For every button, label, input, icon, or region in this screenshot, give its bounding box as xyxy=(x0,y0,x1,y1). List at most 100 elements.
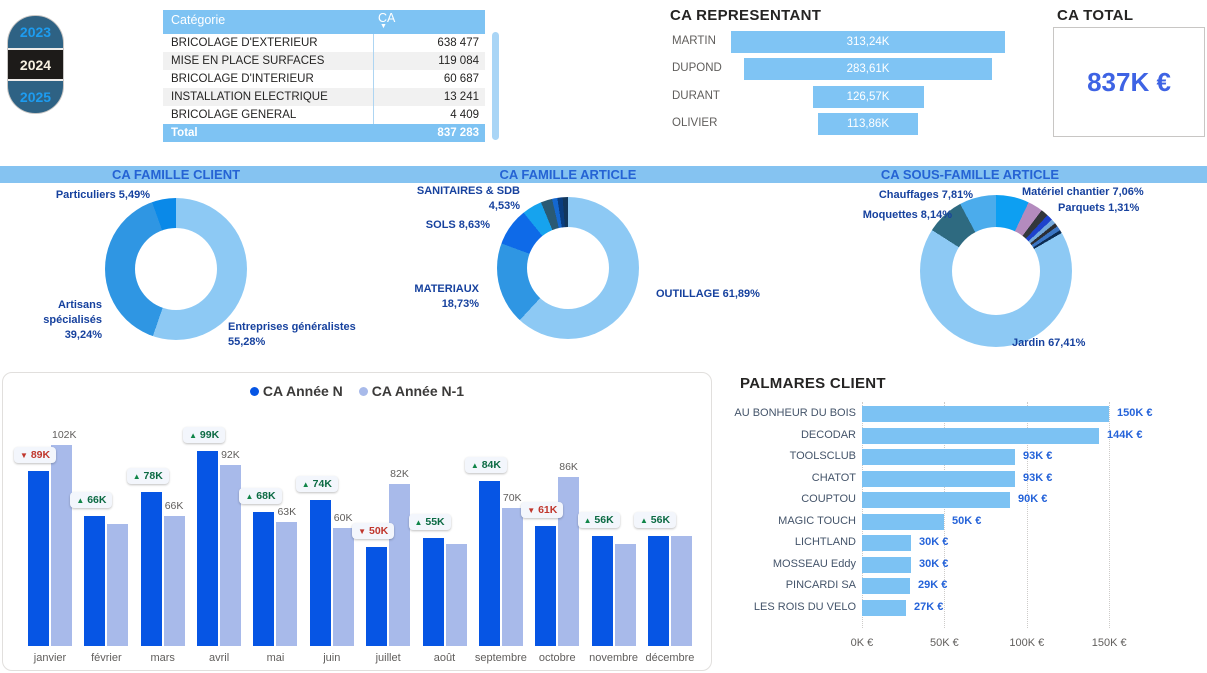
value-callout-annee-n: ▼ 89K xyxy=(14,447,57,463)
bar-annee-n1[interactable] xyxy=(614,544,636,646)
bar-annee-n[interactable] xyxy=(591,536,613,646)
bar-annee-n1[interactable] xyxy=(445,544,467,646)
bar-annee-n[interactable] xyxy=(478,481,500,646)
bar-annee-n[interactable] xyxy=(140,492,162,646)
funnel-bar[interactable]: 313,24K xyxy=(731,31,1005,53)
client-bar[interactable] xyxy=(862,492,1010,508)
trend-down-icon: ▼ xyxy=(358,527,367,536)
column-divider xyxy=(373,34,374,52)
legend-dot-annee-n1 xyxy=(358,386,368,396)
bar-annee-n1[interactable] xyxy=(670,536,692,646)
month-axis-label: mai xyxy=(266,652,285,664)
category-table-header[interactable]: Catégorie CA ▼ xyxy=(163,10,485,34)
legend-item-annee-n[interactable]: CA Année N xyxy=(249,383,343,399)
funnel-bar[interactable]: 126,57K xyxy=(812,85,924,108)
column-header-ca[interactable]: CA xyxy=(378,11,396,25)
cell-categorie: BRICOLAGE GENERAL xyxy=(171,109,297,121)
total-card-value: 837K € xyxy=(1087,66,1171,97)
table-row[interactable]: MISE EN PLACE SURFACES 119 084 xyxy=(163,52,485,70)
value-callout-annee-n: ▲ 56K xyxy=(577,512,620,528)
client-category-label: AU BONHEUR DU BOIS xyxy=(734,407,856,419)
donut-label-outillage: OUTILLAGE 61,89% xyxy=(656,288,760,300)
year-button-2023[interactable]: 2023 xyxy=(19,24,52,40)
client-bar[interactable] xyxy=(862,513,944,530)
value-label-annee-n1: 63K xyxy=(277,506,297,518)
client-category-label: MAGIC TOUCH xyxy=(778,514,856,527)
donut-famille-article[interactable] xyxy=(497,197,639,339)
cell-ca: 60 687 xyxy=(443,73,479,85)
table-row[interactable]: INSTALLATION ELECTRIQUE 13 241 xyxy=(163,88,485,106)
client-bar[interactable] xyxy=(862,406,1109,422)
bar-annee-n[interactable] xyxy=(197,451,219,646)
column-divider xyxy=(373,70,374,88)
bar-annee-n[interactable] xyxy=(309,500,331,646)
bar-annee-n1[interactable] xyxy=(51,445,72,646)
client-category-label: COUPTOU xyxy=(801,493,856,505)
client-bar[interactable] xyxy=(862,535,911,551)
x-axis-tick-label: 0K € xyxy=(850,637,874,649)
client-value-label: 93K € xyxy=(1023,471,1053,484)
client-bar[interactable] xyxy=(862,470,1015,487)
year-button-2025[interactable]: 2025 xyxy=(19,89,52,105)
client-value-label: 90K € xyxy=(1018,493,1048,505)
trend-up-icon: ▲ xyxy=(583,516,592,525)
funnel-category-label: DURANT xyxy=(672,89,720,102)
bar-annee-n1[interactable] xyxy=(276,522,298,646)
bar-annee-n1[interactable] xyxy=(389,484,411,646)
bar-annee-n[interactable] xyxy=(28,471,49,646)
bar-annee-n1[interactable] xyxy=(163,516,185,646)
bar-annee-n[interactable] xyxy=(647,536,669,646)
monthly-legend: CA Année N CA Année N-1 xyxy=(3,383,711,399)
client-value-label: 30K € xyxy=(919,557,949,570)
category-table-body: BRICOLAGE D'EXTERIEUR 638 477 MISE EN PLAC… xyxy=(163,34,485,124)
x-gridline xyxy=(944,402,946,628)
client-bar[interactable] xyxy=(862,449,1015,465)
donut-famille-client[interactable] xyxy=(105,198,247,340)
value-label-annee-n1: 86K xyxy=(559,461,578,473)
client-bar[interactable] xyxy=(862,556,911,573)
total-card-title: CA TOTAL xyxy=(1057,7,1134,24)
sort-descending-icon[interactable]: ▼ xyxy=(380,23,387,30)
legend-item-annee-n1[interactable]: CA Année N-1 xyxy=(358,383,464,399)
bar-annee-n[interactable] xyxy=(253,512,275,646)
client-bar[interactable] xyxy=(862,599,906,616)
month-axis-label: octobre xyxy=(538,652,576,664)
month-axis-label: septembre xyxy=(474,652,527,664)
funnel-bar[interactable]: 113,86K xyxy=(818,112,918,135)
year-button-2024[interactable]: 2024 xyxy=(8,48,63,81)
total-value: 837 283 xyxy=(437,127,479,139)
bar-annee-n[interactable] xyxy=(366,547,388,646)
table-scrollbar[interactable] xyxy=(492,32,499,140)
month-axis-label: novembre xyxy=(589,652,639,664)
donut-sous-famille-article[interactable] xyxy=(920,195,1072,347)
legend-label-annee-n: CA Année N xyxy=(262,383,343,399)
cell-ca: 13 241 xyxy=(443,91,479,103)
client-bar[interactable] xyxy=(862,578,910,594)
bar-annee-n1[interactable] xyxy=(558,477,580,646)
trend-up-icon: ▲ xyxy=(132,472,141,481)
client-category-label: DECODAR xyxy=(800,428,856,441)
client-value-label: 144K € xyxy=(1107,428,1143,441)
bar-annee-n1[interactable] xyxy=(220,465,242,646)
bar-annee-n1[interactable] xyxy=(501,508,523,646)
table-row[interactable]: BRICOLAGE D'INTERIEUR 60 687 xyxy=(163,70,485,88)
bar-annee-n[interactable] xyxy=(422,538,444,646)
funnel-bar[interactable]: 283,61K xyxy=(744,58,992,81)
month-axis-label: juillet xyxy=(375,652,401,664)
value-callout-annee-n: ▲ 66K xyxy=(70,492,113,508)
cell-ca: 638 477 xyxy=(437,37,479,49)
table-row[interactable]: BRICOLAGE GENERAL 4 409 xyxy=(163,106,485,124)
bar-annee-n[interactable] xyxy=(535,526,557,646)
bar-annee-n1[interactable] xyxy=(332,528,354,646)
value-label-annee-n1: 92K xyxy=(221,449,240,461)
year-slicer: 2023 2024 2025 xyxy=(8,16,63,113)
category-table: Catégorie CA ▼ BRICOLAGE D'EXTERIEUR 638 … xyxy=(163,10,485,142)
value-callout-annee-n: ▲ 84K xyxy=(464,457,507,473)
column-header-categorie[interactable]: Catégorie xyxy=(171,13,226,27)
bar-annee-n1[interactable] xyxy=(107,524,129,646)
table-row[interactable]: BRICOLAGE D'EXTERIEUR 638 477 xyxy=(163,34,485,52)
client-bar[interactable] xyxy=(862,427,1099,444)
bar-annee-n[interactable] xyxy=(84,516,106,646)
value-callout-annee-n: ▲ 56K xyxy=(633,512,677,528)
value-label-annee-n1: 70K xyxy=(502,492,522,504)
